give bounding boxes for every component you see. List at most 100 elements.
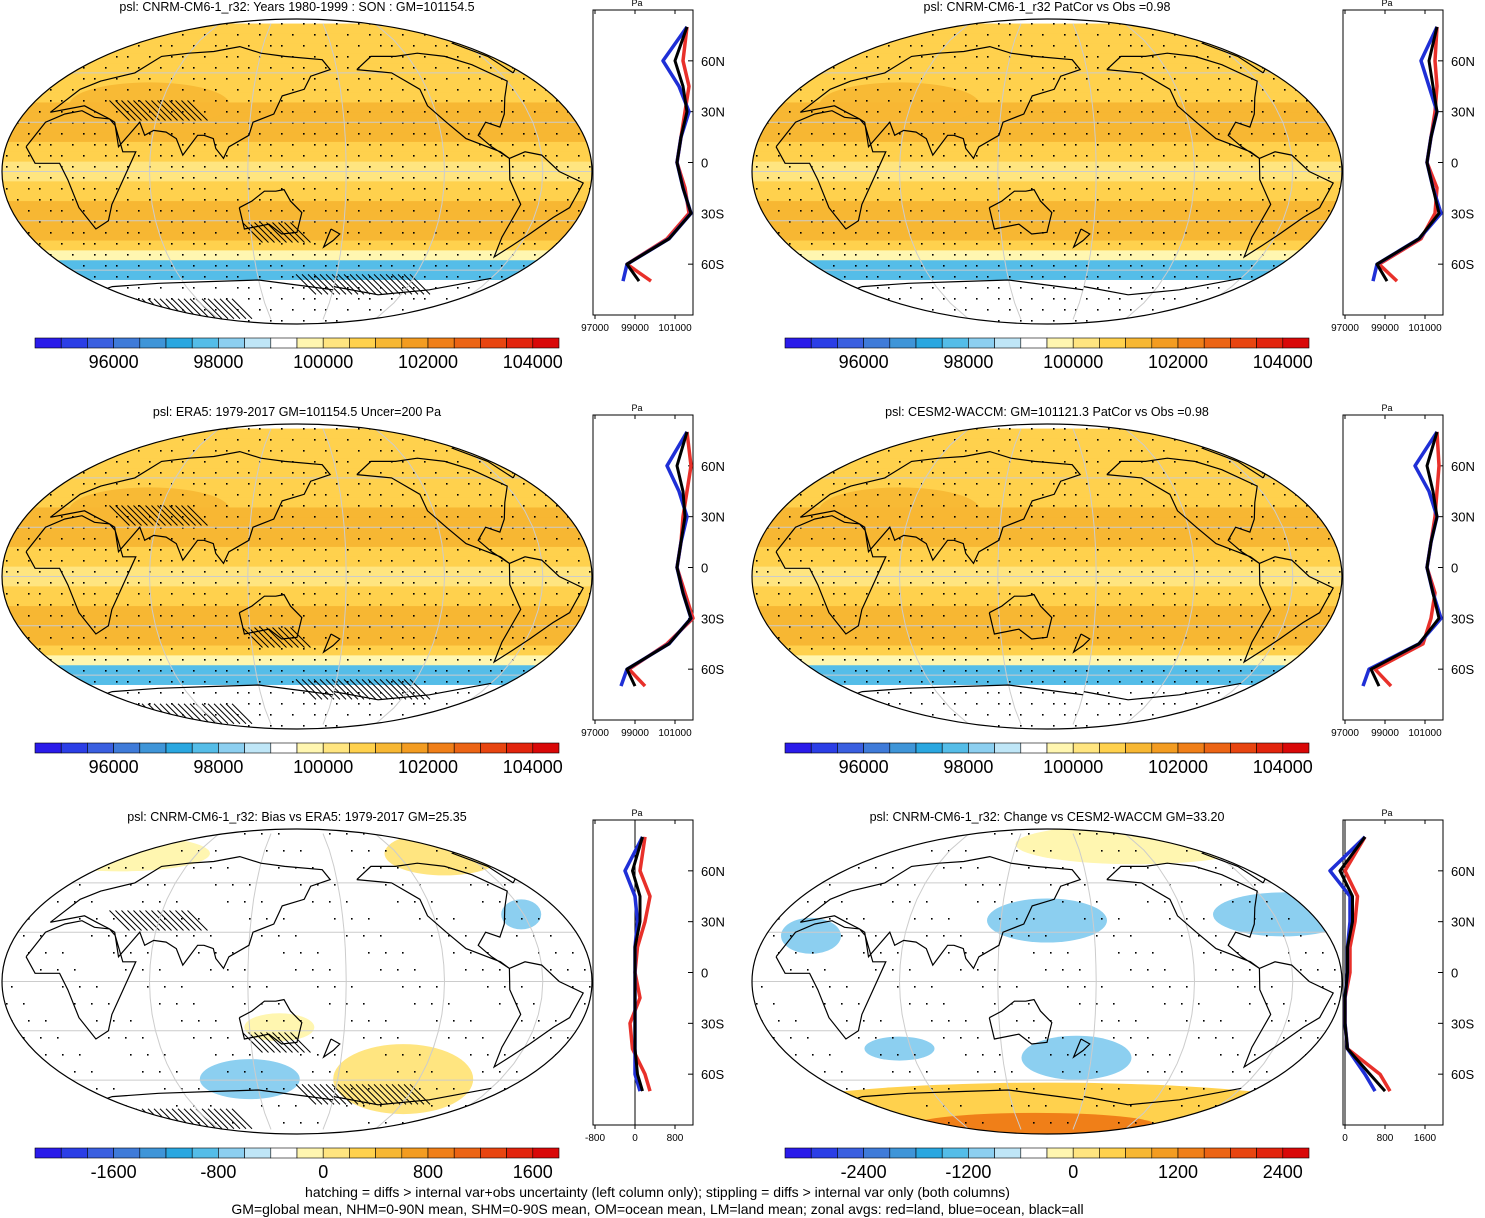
field-band xyxy=(2,151,592,163)
colorbar-swatch xyxy=(87,742,114,754)
zonal-ytick-label: 0 xyxy=(1451,156,1458,171)
panel-title-model-mean: psl: CNRM-CM6-1_r32: Years 1980-1999 : S… xyxy=(119,0,474,14)
zonal-ytick-label: 60N xyxy=(701,864,725,879)
map-change-vs-cesm2 xyxy=(751,828,1343,1135)
zonal-ytick-label: 30S xyxy=(701,206,724,221)
field-band xyxy=(2,428,592,440)
field-band xyxy=(752,132,1342,143)
colorbar-swatch xyxy=(1072,337,1100,349)
colorbar-swatch xyxy=(1125,742,1153,754)
field-band xyxy=(2,161,592,173)
map-border xyxy=(751,828,1343,1135)
colorbar-tick-label: 0 xyxy=(1068,1162,1078,1182)
colorbar-swatch xyxy=(994,1147,1022,1159)
colorbar-swatch xyxy=(994,742,1022,754)
field-band xyxy=(752,82,1342,94)
colorbar-swatch xyxy=(375,337,403,349)
colorbar-swatch xyxy=(1072,1147,1100,1159)
field-band xyxy=(752,270,1342,281)
colorbar-swatch xyxy=(270,337,298,349)
colorbar-model-mean: 96000 98000 100000 102000 104000 xyxy=(34,337,563,372)
field-anomaly xyxy=(781,917,841,954)
zonal-ytick-label: 60S xyxy=(701,257,724,272)
zonal-ytick-label: 60S xyxy=(1451,257,1474,272)
zonal-mean-change-vs-cesm2: 0 800 1600 Pa 60N 30N 0 30S 60S xyxy=(1328,808,1475,1144)
colorbar-swatch xyxy=(427,742,455,754)
zonal-ytick-label: 60S xyxy=(1451,662,1474,677)
colorbar-swatch xyxy=(113,337,141,349)
zonal-xtick-label: 99000 xyxy=(1371,728,1399,739)
field-band xyxy=(752,428,1342,440)
map-gridlines xyxy=(2,428,592,725)
field-band xyxy=(752,596,1342,608)
colorbar-swatch xyxy=(941,742,969,754)
colorbar-swatch xyxy=(480,1147,507,1159)
colorbar-swatch xyxy=(87,1147,114,1159)
field-band xyxy=(752,289,1342,301)
colorbar-swatch xyxy=(296,1147,324,1159)
colorbar-swatch xyxy=(1125,337,1153,349)
zonal-ytick-label: 60S xyxy=(701,1067,724,1082)
zonal-mean-cesm2-waccm: 97000 99000 101000 Pa 60N 30N 0 30S 60S xyxy=(1331,403,1475,739)
zonal-xtick-label: 97000 xyxy=(1331,728,1359,739)
colorbar-swatch xyxy=(191,1147,219,1159)
zonal-ytick-label: 0 xyxy=(1451,966,1458,981)
panel-title-change-vs-cesm2: psl: CNRM-CM6-1_r32: Change vs CESM2-WAC… xyxy=(870,810,1225,824)
field-band xyxy=(2,33,592,45)
zonal-series-all xyxy=(1369,431,1441,687)
field-anomaly xyxy=(501,899,542,930)
map-field xyxy=(752,428,1342,727)
field-band xyxy=(752,151,1342,163)
colorbar-swatch xyxy=(968,1147,995,1159)
zonal-ytick-label: 0 xyxy=(1451,561,1458,576)
colorbar-swatch xyxy=(60,1147,88,1159)
colorbar-cesm2-waccm: 96000 98000 100000 102000 104000 xyxy=(784,742,1313,777)
zonal-xtick-label: 97000 xyxy=(581,728,609,739)
zonal-xtick-label: 101000 xyxy=(1408,728,1442,739)
field-band xyxy=(2,468,592,479)
colorbar-tick-label: 96000 xyxy=(89,352,139,372)
colorbar-swatch xyxy=(349,337,376,349)
colorbar-swatch xyxy=(34,742,62,754)
map-field xyxy=(2,428,592,727)
zonal-ytick-label: 30S xyxy=(701,1016,724,1031)
field-anomaly xyxy=(384,831,505,876)
zonal-ytick-label: 30N xyxy=(701,105,725,120)
field-band xyxy=(2,665,592,677)
field-band xyxy=(2,102,592,114)
field-band xyxy=(752,586,1342,598)
colorbar-swatch xyxy=(349,742,376,754)
colorbar-swatch xyxy=(1099,1147,1126,1159)
zonal-series-all xyxy=(1338,836,1387,1093)
field-band xyxy=(2,694,592,706)
colorbar-swatch xyxy=(1151,1147,1179,1159)
field-band xyxy=(2,112,592,124)
map-border xyxy=(1,423,593,730)
field-band xyxy=(2,53,592,65)
colorbar-swatch xyxy=(322,742,350,754)
colorbar-swatch xyxy=(1230,337,1257,349)
colorbar-tick-label: 102000 xyxy=(398,757,458,777)
colorbar-swatch xyxy=(1230,1147,1257,1159)
field-band xyxy=(752,458,1342,470)
field-band xyxy=(2,576,592,588)
colorbar-swatch xyxy=(506,337,534,349)
field-band xyxy=(2,141,592,153)
field-band xyxy=(752,33,1342,45)
field-band xyxy=(2,507,592,519)
field-anomaly xyxy=(819,487,980,532)
zonal-xtick-label: 97000 xyxy=(581,323,609,334)
field-band xyxy=(752,675,1342,686)
map-field xyxy=(752,23,1342,322)
zonal-series-ocean xyxy=(621,25,693,282)
field-band xyxy=(752,112,1342,124)
field-band xyxy=(752,576,1342,588)
colorbar-swatch xyxy=(1020,742,1048,754)
zonal-mean-bias-vs-era5: -800 0 800 Pa 60N 30N 0 30S 60S xyxy=(585,808,725,1144)
zonal-ytick-label: 30N xyxy=(1451,105,1475,120)
colorbar-swatch xyxy=(837,337,864,349)
colorbar-swatch xyxy=(139,1147,167,1159)
field-band xyxy=(752,566,1342,578)
colorbar-tick-label: 2400 xyxy=(1263,1162,1303,1182)
